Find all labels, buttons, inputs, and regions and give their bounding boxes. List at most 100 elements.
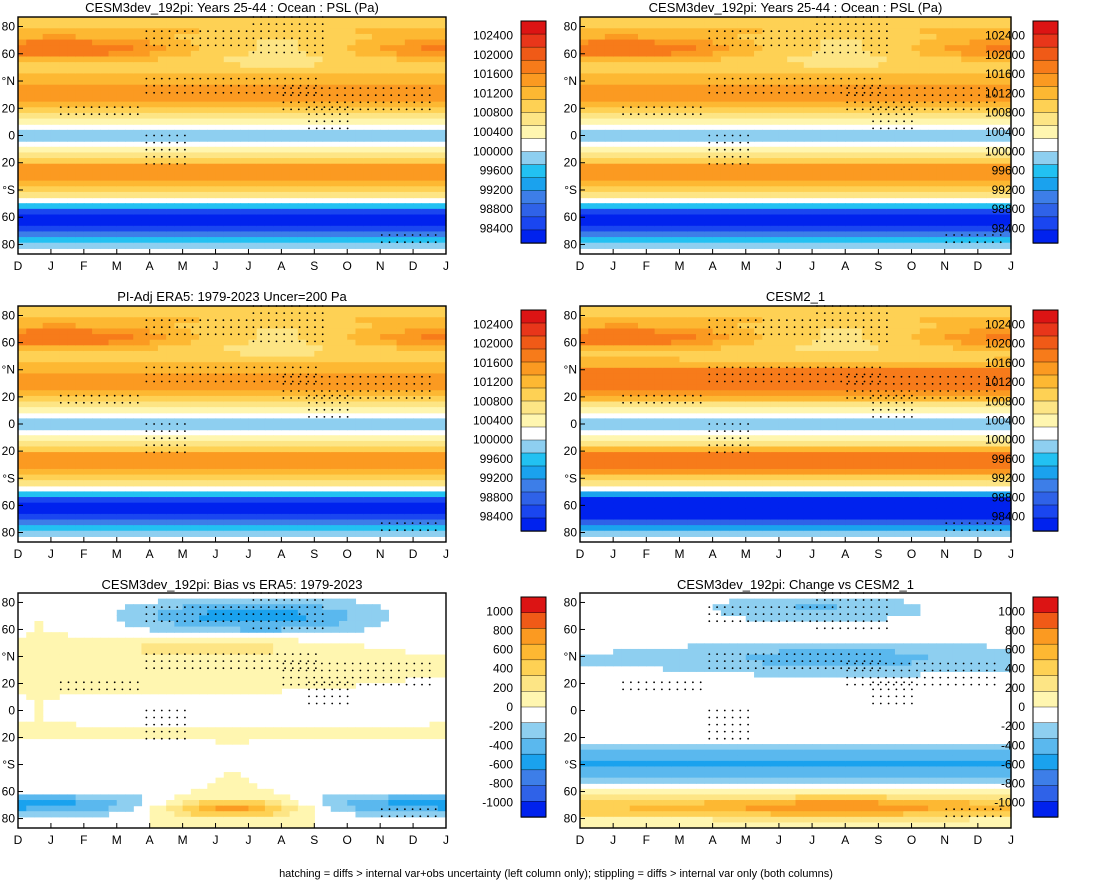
heatmap-cell: [26, 237, 36, 244]
heatmap-cell: [986, 175, 996, 182]
heatmap-cell: [969, 62, 979, 69]
heatmap-cell: [166, 180, 175, 187]
stipple-dot: [954, 87, 957, 89]
heatmap-cell: [59, 17, 68, 24]
heatmap-cell: [125, 220, 134, 227]
heatmap-cell: [679, 28, 689, 35]
colorbar-swatch: [520, 151, 547, 166]
heatmap-cell: [339, 22, 348, 29]
heatmap-cell: [149, 135, 159, 142]
heatmap-cell: [330, 84, 340, 91]
heatmap-cell: [396, 175, 406, 182]
heatmap-cell: [928, 146, 938, 154]
heatmap-cell: [986, 146, 996, 154]
heatmap-cell: [50, 84, 60, 91]
stipple-dot: [313, 94, 316, 97]
heatmap-cell: [190, 118, 200, 125]
heatmap-cell: [712, 112, 722, 120]
heatmap-cell: [894, 62, 904, 69]
heatmap-cell: [621, 73, 631, 80]
stipple-dot: [716, 163, 718, 165]
heatmap-cell: [199, 39, 208, 46]
heatmap-cell: [1002, 45, 1012, 52]
heatmap-cell: [240, 96, 250, 103]
heatmap-cell: [671, 22, 681, 29]
heatmap-cell: [1002, 175, 1012, 182]
heatmap-cell: [396, 146, 406, 154]
heatmap-cell: [429, 112, 439, 120]
heatmap-cell: [182, 203, 192, 210]
heatmap-cell: [646, 135, 656, 142]
heatmap-cell: [413, 231, 422, 238]
heatmap-cell: [141, 84, 151, 91]
stipple-dot: [268, 77, 271, 80]
heatmap-cell: [762, 169, 772, 176]
stipple-dot: [160, 44, 163, 47]
heatmap-cell: [894, 158, 904, 165]
heatmap-cell: [355, 163, 365, 170]
stipple-dot: [708, 84, 711, 87]
heatmap-cell: [911, 56, 921, 63]
heatmap-cell: [770, 175, 780, 182]
heatmap-cell: [306, 146, 315, 154]
heatmap-cell: [429, 242, 439, 249]
heatmap-cell: [870, 22, 879, 29]
heatmap-cell: [108, 112, 118, 120]
heatmap-cell: [878, 84, 888, 91]
heatmap-cell: [886, 56, 896, 63]
stipple-dot: [668, 113, 671, 116]
heatmap-cell: [894, 112, 904, 120]
heatmap-cell: [108, 39, 118, 46]
heatmap-cell: [133, 129, 143, 137]
heatmap-cell: [671, 96, 681, 103]
heatmap-cell: [314, 17, 324, 24]
heatmap-cell: [1002, 208, 1012, 216]
stipple-dot: [869, 108, 872, 111]
heatmap-cell: [264, 73, 274, 80]
heatmap-cell: [638, 79, 647, 86]
heatmap-cell: [696, 186, 705, 193]
heatmap-cell: [149, 129, 159, 137]
stipple-dot: [308, 113, 310, 116]
heatmap-cell: [803, 152, 813, 159]
heatmap-cell: [232, 175, 241, 182]
heatmap-cell: [240, 191, 250, 199]
stipple-dot: [290, 94, 292, 97]
heatmap-cell: [83, 214, 93, 221]
heatmap-cell: [59, 163, 68, 170]
heatmap-cell: [613, 84, 623, 91]
heatmap-cell: [853, 101, 863, 108]
heatmap-cell: [621, 118, 631, 125]
heatmap-cell: [141, 22, 151, 29]
heatmap-cell: [861, 56, 871, 63]
heatmap-cell: [886, 39, 896, 46]
heatmap-cell: [836, 79, 846, 86]
heatmap-cell: [729, 214, 739, 221]
heatmap-cell: [654, 214, 664, 221]
heatmap-cell: [157, 22, 167, 29]
heatmap-cell: [256, 17, 266, 24]
stipple-dot: [298, 30, 301, 33]
stipple-dot: [809, 30, 812, 33]
heatmap-cell: [712, 169, 722, 176]
heatmap-cell: [795, 191, 805, 199]
heatmap-cell: [174, 237, 184, 244]
heatmap-cell: [83, 17, 93, 24]
heatmap-cell: [870, 79, 879, 86]
heatmap-cell: [92, 118, 101, 125]
heatmap-cell: [248, 50, 258, 58]
heatmap-cell: [141, 56, 151, 63]
heatmap-cell: [371, 135, 381, 142]
heatmap-cell: [248, 79, 258, 86]
heatmap-cell: [199, 107, 208, 114]
heatmap-cell: [853, 84, 863, 91]
heatmap-cell: [928, 180, 938, 187]
heatmap-cell: [289, 237, 299, 244]
heatmap-cell: [604, 169, 614, 176]
heatmap-cell: [820, 50, 830, 58]
heatmap-cell: [437, 214, 447, 221]
heatmap-cell: [371, 158, 381, 165]
heatmap-cell: [770, 135, 780, 142]
stipple-dot: [168, 155, 171, 158]
heatmap-cell: [75, 129, 85, 137]
